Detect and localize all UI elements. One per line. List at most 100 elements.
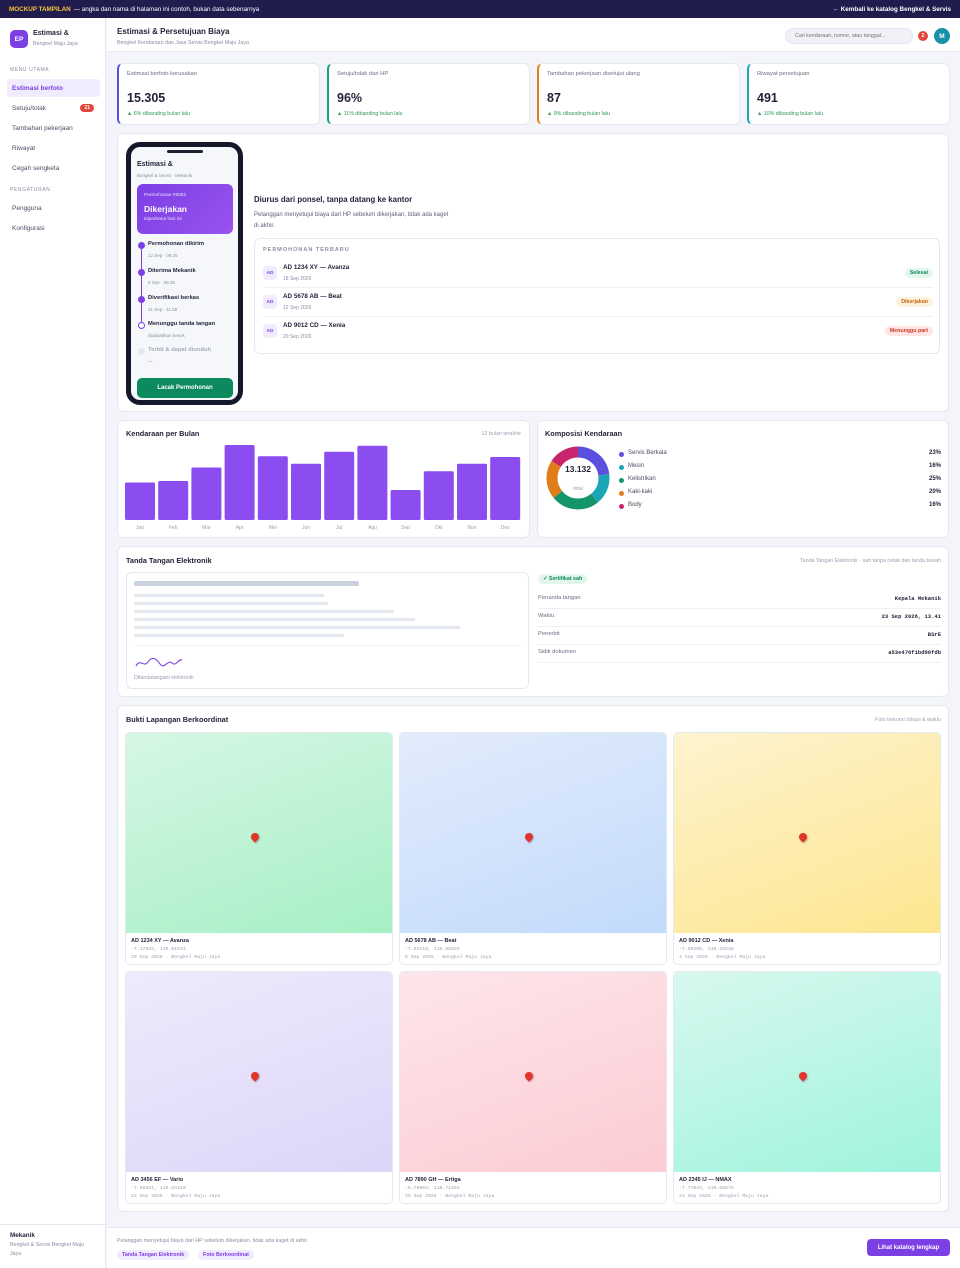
photo-coordinates: -7.56561, 110.63310 — [131, 1186, 186, 1191]
sidebar-item-cegah-sengketa[interactable]: Cegah sengketa — [7, 159, 100, 177]
section-title: Bukti Lapangan Berkoordinat — [126, 715, 229, 724]
sidebar-item-tambahan-pekerjaan[interactable]: Tambahan pekerjaan — [7, 119, 100, 137]
sidebar-item-setuju-tolak[interactable]: Setuju/tolak 21 — [7, 99, 100, 117]
photo-thumbnail — [126, 972, 392, 1172]
list-item[interactable]: AD AD 9012 CD — Xenia 20 Sep 2026 Menung… — [263, 317, 933, 346]
photo-thumbnail — [674, 733, 940, 933]
legend-label: Mesin — [628, 463, 645, 469]
request-status-card: Permohonan #8252 Dikerjakan Diperbarui h… — [137, 184, 233, 234]
list-item[interactable]: AD AD 5678 AB — Beat 12 Sep 2026 Dikerja… — [263, 288, 933, 317]
back-to-catalog-link[interactable]: ← Kembali ke katalog Bengkel & Servis — [832, 5, 951, 13]
bar-apr — [224, 445, 255, 520]
request-status-note: Diperbarui hari ini — [144, 217, 182, 222]
bar-mei — [257, 456, 288, 520]
section-title-main: MENU UTAMA — [10, 67, 50, 73]
timeline-step-title: Permohonan dikirim — [148, 241, 205, 247]
kpi-label: Estimasi berfoto kerusakan — [127, 71, 197, 77]
page-header: Estimasi & Persetujuan Biaya Bengkel Ken… — [107, 18, 960, 52]
signature-caption: Ditandatangani elektronik — [134, 675, 194, 681]
document-heading-line — [134, 581, 359, 586]
legend-swatch — [619, 504, 624, 509]
photo-card[interactable]: AD 2345 IJ — NMAX -7.77044, 110.68575 23… — [673, 971, 941, 1204]
photo-meta: 5 Sep 2026 · Bengkel Maju Jaya — [405, 955, 492, 960]
photo-meta: 20 Sep 2026 · Bengkel Maju Jaya — [405, 1194, 495, 1199]
photo-card[interactable]: AD 7890 GH — Ertiga -6.79803, 110.71451 … — [399, 971, 667, 1204]
sidebar-item-label: Pengguna — [12, 204, 42, 212]
timeline-dot-pending — [138, 348, 145, 355]
x-tick-label: Des — [501, 525, 510, 531]
photo-vehicle: AD 2345 IJ — NMAX — [679, 1177, 732, 1183]
sidebar-item-estimasi-berfoto[interactable]: Estimasi berfoto — [7, 79, 100, 97]
photo-card[interactable]: AD 5678 AB — Beat -7.52216, 110.85826 5 … — [399, 732, 667, 965]
signature-detail-row: Waktu 23 Sep 2026, 13.41 — [538, 609, 941, 627]
vehicle-icon: AD — [263, 295, 277, 309]
request-number: Permohonan #8252 — [144, 193, 187, 198]
notification-badge[interactable]: 2 — [918, 31, 928, 41]
view-full-catalog-button[interactable]: Lihat katalog lengkap — [867, 1239, 950, 1256]
page-title: Estimasi & Persetujuan Biaya — [117, 27, 230, 36]
map-pin-icon — [249, 831, 261, 843]
chart-title: Kendaraan per Bulan — [126, 429, 200, 438]
x-tick-label: Nov — [468, 525, 477, 531]
section-title-settings: PENGATURAN — [10, 187, 51, 193]
kpi-delta: ▲ 10% dibanding bulan lalu — [757, 111, 823, 117]
footer-text: Pelanggan menyetujui biaya dari HP sebel… — [117, 1238, 309, 1244]
timeline-step-title: Diterima Mekanik — [148, 268, 196, 274]
x-tick-label: Okt — [435, 525, 443, 531]
legend-swatch — [619, 465, 624, 470]
legend-label: Servis Berkala — [628, 450, 667, 456]
document-text-line — [134, 634, 344, 637]
bar-des — [490, 457, 521, 520]
banner-tag: MOCKUP TAMPILAN — [9, 5, 71, 13]
sidebar-item-riwayat[interactable]: Riwayat — [7, 139, 100, 157]
photo-thumbnail — [674, 972, 940, 1172]
phone-mockup: Estimasi & Bengkel & Servis · Mekanik Pe… — [126, 142, 243, 405]
sidebar-item-konfigurasi[interactable]: Konfigurasi — [7, 219, 100, 237]
donut-total-label: total — [573, 486, 583, 492]
kpi-card: Setuju/tolak dari HP 96% ▲ 11% dibanding… — [327, 63, 530, 125]
kpi-delta: ▲ 11% dibanding bulan lalu — [337, 111, 403, 117]
photo-card[interactable]: AD 1234 XY — Avanza -7.17825, 110.81534 … — [125, 732, 393, 965]
timeline-step-title: Terbit & dapat diunduh — [148, 347, 212, 353]
map-pin-icon — [523, 1070, 535, 1082]
list-item[interactable]: AD AD 1234 XY — Avanza 18 Sep 2026 Seles… — [263, 259, 933, 288]
brand-subtitle: Bengkel Maju Jaya — [33, 41, 78, 47]
legend-value: 25% — [928, 476, 941, 482]
track-request-button[interactable]: Lacak Permohonan — [137, 378, 233, 398]
kpi-value: 491 — [757, 91, 778, 105]
status-badge: Menunggu part — [884, 326, 933, 336]
photo-card[interactable]: AD 9012 CD — Xenia -7.50200, 110.25538 4… — [673, 732, 941, 965]
timeline-step-title: Diverifikasi berkas — [148, 295, 200, 301]
signature-scribble — [135, 657, 183, 667]
chart-period-note: 12 bulan terakhir — [481, 431, 521, 437]
user-name: Mekanik — [10, 1232, 35, 1239]
donut-total: 13.132 — [565, 464, 591, 474]
sidebar-item-pengguna[interactable]: Pengguna — [7, 199, 100, 217]
request-date: 12 Sep 2026 — [283, 305, 312, 311]
user-org: Bengkel & Servis Bengkel Maju Jaya — [10, 1242, 84, 1257]
donut-slice-kaki-kaki — [546, 446, 610, 510]
detail-value: BSrE — [927, 631, 941, 638]
vehicle-name: AD 5678 AB — Beat — [283, 293, 342, 300]
section-title: Tanda Tangan Elektronik — [126, 556, 212, 565]
signature-detail-row: Penerbit BSrE — [538, 627, 941, 645]
photo-meta: 4 Sep 2026 · Bengkel Maju Jaya — [679, 955, 766, 960]
kpi-delta: ▲ 9% dibanding bulan lalu — [547, 111, 610, 117]
photo-vehicle: AD 7890 GH — Ertiga — [405, 1177, 461, 1183]
request-date: 18 Sep 2026 — [283, 276, 312, 282]
legend-swatch — [619, 478, 624, 483]
kpi-card: Estimasi berfoto kerusakan 15.305 ▲ 6% d… — [117, 63, 320, 125]
kpi-value: 15.305 — [127, 91, 166, 105]
timeline-step-title: Menunggu tanda tangan — [148, 321, 215, 327]
search-input[interactable] — [785, 28, 913, 44]
map-pin-icon — [797, 1070, 809, 1082]
map-pin-icon — [797, 831, 809, 843]
signature-detail-row: Penanda tangan Kepala Mekanik — [538, 591, 941, 609]
avatar[interactable]: M — [934, 28, 950, 44]
timeline-dot-done — [138, 269, 145, 276]
photo-coordinates: -7.77044, 110.68575 — [679, 1186, 734, 1191]
legend-value: 20% — [928, 489, 941, 495]
photo-card[interactable]: AD 3456 EF — Vario -7.56561, 110.63310 2… — [125, 971, 393, 1204]
bar-agu — [357, 445, 388, 520]
legend-value: 23% — [928, 450, 941, 456]
